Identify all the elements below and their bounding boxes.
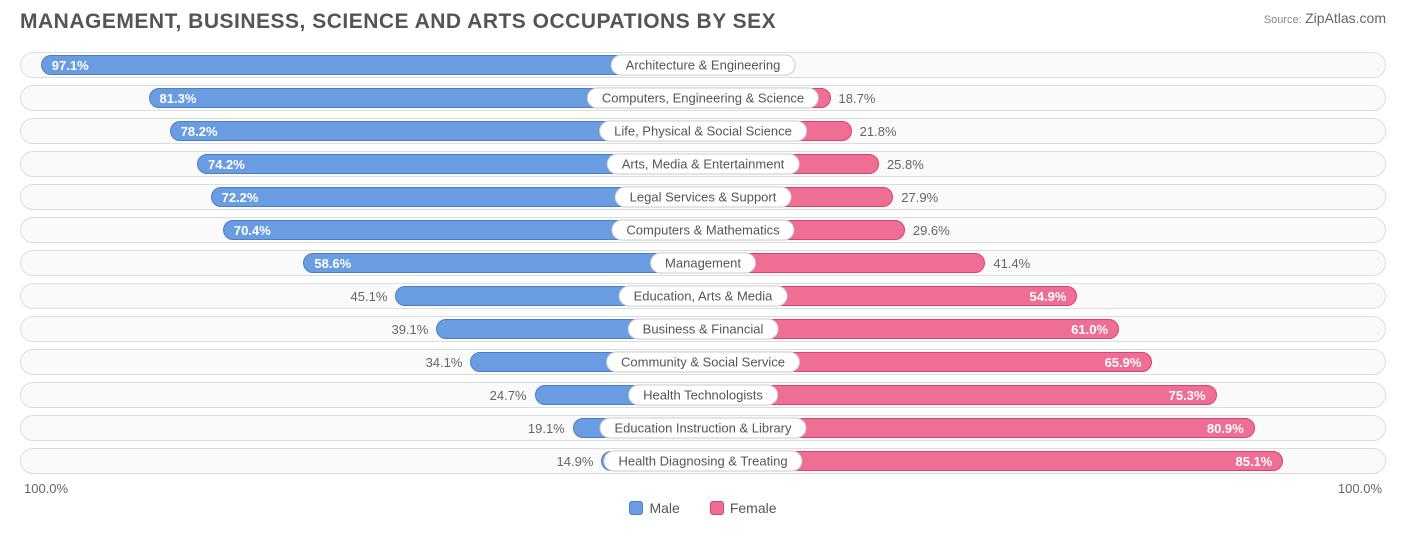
male-pct-label: 24.7% <box>490 388 527 403</box>
category-label: Health Diagnosing & Treating <box>603 451 802 472</box>
chart-header: MANAGEMENT, BUSINESS, SCIENCE AND ARTS O… <box>20 10 1386 34</box>
chart-row: 78.2% 21.8% Life, Physical & Social Scienc… <box>20 118 1386 144</box>
category-label: Computers, Engineering & Science <box>587 88 819 109</box>
category-label: Management <box>650 253 756 274</box>
female-half: 41.4% <box>703 251 1385 275</box>
male-pct-label: 97.1% <box>52 58 89 73</box>
male-pct-label: 34.1% <box>426 355 463 370</box>
female-pct-label: 75.3% <box>1169 388 1206 403</box>
female-half: 27.9% <box>703 185 1385 209</box>
female-half: 25.8% <box>703 152 1385 176</box>
female-half: 29.6% <box>703 218 1385 242</box>
chart-title: MANAGEMENT, BUSINESS, SCIENCE AND ARTS O… <box>20 10 776 34</box>
male-swatch-icon <box>629 501 643 515</box>
male-half: 34.1% <box>21 350 703 374</box>
legend-female-label: Female <box>730 500 777 516</box>
female-half: 2.9% <box>703 53 1385 77</box>
chart-row: 70.4% 29.6% Computers & Mathematics <box>20 217 1386 243</box>
x-axis: 100.0% 100.0% <box>20 481 1386 496</box>
female-pct-label: 61.0% <box>1071 322 1108 337</box>
axis-left-label: 100.0% <box>24 481 68 496</box>
female-pct-label: 27.9% <box>901 190 938 205</box>
male-half: 24.7% <box>21 383 703 407</box>
female-pct-label: 54.9% <box>1030 289 1067 304</box>
male-bar: 97.1% <box>41 55 703 75</box>
category-label: Community & Social Service <box>606 352 800 373</box>
male-pct-label: 19.1% <box>528 421 565 436</box>
male-half: 72.2% <box>21 185 703 209</box>
legend: Male Female <box>20 500 1386 516</box>
male-half: 58.6% <box>21 251 703 275</box>
female-pct-label: 80.9% <box>1207 421 1244 436</box>
source-label: Source: <box>1264 14 1302 26</box>
axis-right-label: 100.0% <box>1338 481 1382 496</box>
chart-row: 34.1% 65.9% Community & Social Service <box>20 349 1386 375</box>
male-half: 45.1% <box>21 284 703 308</box>
female-half: 75.3% <box>703 383 1385 407</box>
male-pct-label: 72.2% <box>222 190 259 205</box>
chart-row: 58.6% 41.4% Management <box>20 250 1386 276</box>
category-label: Computers & Mathematics <box>611 220 794 241</box>
female-pct-label: 25.8% <box>887 157 924 172</box>
category-label: Arts, Media & Entertainment <box>607 154 800 175</box>
chart-row: 19.1% 80.9% Education Instruction & Librar… <box>20 415 1386 441</box>
male-half: 39.1% <box>21 317 703 341</box>
chart-row: 97.1% 2.9%Architecture & Engineering <box>20 52 1386 78</box>
legend-male-label: Male <box>649 500 679 516</box>
legend-item-female: Female <box>710 500 777 516</box>
male-half: 14.9% <box>21 449 703 473</box>
chart-source: Source: ZipAtlas.com <box>1264 10 1386 26</box>
category-label: Health Technologists <box>628 385 778 406</box>
chart-row: 81.3% 18.7% Computers, Engineering & Scien… <box>20 85 1386 111</box>
male-bar: 58.6% <box>303 253 703 273</box>
female-half: 61.0% <box>703 317 1385 341</box>
male-pct-label: 45.1% <box>351 289 388 304</box>
source-value: ZipAtlas.com <box>1305 10 1386 26</box>
chart-row: 74.2% 25.8% Arts, Media & Entertainment <box>20 151 1386 177</box>
male-half: 97.1% <box>21 53 703 77</box>
chart-row: 72.2% 27.9% Legal Services & Support <box>20 184 1386 210</box>
chart-row: 39.1% 61.0% Business & Financial <box>20 316 1386 342</box>
chart-row: 45.1% 54.9% Education, Arts & Media <box>20 283 1386 309</box>
category-label: Legal Services & Support <box>615 187 792 208</box>
category-label: Education Instruction & Library <box>599 418 806 439</box>
female-half: 65.9% <box>703 350 1385 374</box>
female-half: 54.9% <box>703 284 1385 308</box>
chart-row: 24.7% 75.3% Health Technologists <box>20 382 1386 408</box>
legend-item-male: Male <box>629 500 679 516</box>
chart-row: 14.9% 85.1% Health Diagnosing & Treating <box>20 448 1386 474</box>
female-swatch-icon <box>710 501 724 515</box>
male-pct-label: 78.2% <box>181 124 218 139</box>
female-pct-label: 21.8% <box>860 124 897 139</box>
male-pct-label: 39.1% <box>391 322 428 337</box>
male-pct-label: 58.6% <box>314 256 351 271</box>
female-pct-label: 29.6% <box>913 223 950 238</box>
category-label: Architecture & Engineering <box>611 55 796 76</box>
category-label: Education, Arts & Media <box>619 286 788 307</box>
male-pct-label: 70.4% <box>234 223 271 238</box>
female-bar: 75.3% <box>703 385 1217 405</box>
female-pct-label: 41.4% <box>993 256 1030 271</box>
female-pct-label: 85.1% <box>1236 454 1273 469</box>
male-pct-label: 81.3% <box>160 91 197 106</box>
female-pct-label: 18.7% <box>839 91 876 106</box>
male-half: 70.4% <box>21 218 703 242</box>
category-label: Life, Physical & Social Science <box>599 121 807 142</box>
female-pct-label: 65.9% <box>1105 355 1142 370</box>
occupations-chart: 97.1% 2.9%Architecture & Engineering 81.3%… <box>20 52 1386 474</box>
male-half: 74.2% <box>21 152 703 176</box>
male-pct-label: 14.9% <box>557 454 594 469</box>
male-pct-label: 74.2% <box>208 157 245 172</box>
category-label: Business & Financial <box>628 319 779 340</box>
female-half: 85.1% <box>703 449 1385 473</box>
